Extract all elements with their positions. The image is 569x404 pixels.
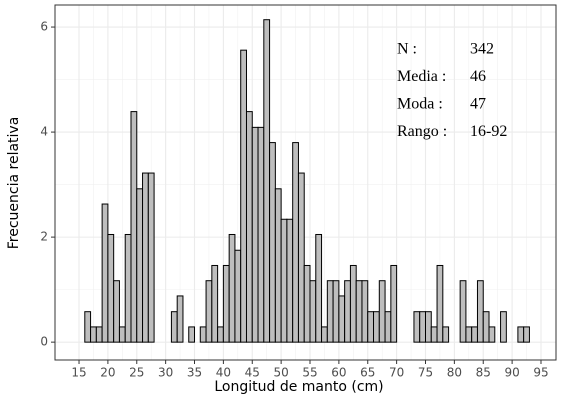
- annotation-label: N :: [397, 41, 417, 58]
- annotation-value: 342: [470, 41, 494, 58]
- bar: [373, 311, 380, 343]
- y-tick-label: 4: [40, 125, 48, 139]
- x-tick-label: 20: [100, 366, 115, 380]
- bar: [205, 280, 213, 343]
- y-tick-label: 0: [40, 335, 48, 349]
- bar: [199, 326, 207, 343]
- x-tick-label: 85: [476, 366, 491, 380]
- bar: [280, 218, 288, 343]
- bar: [326, 280, 334, 343]
- bar: [384, 311, 392, 343]
- x-tick-label: 90: [504, 366, 519, 380]
- bar: [274, 188, 282, 343]
- bar: [124, 233, 132, 343]
- bar: [517, 326, 525, 343]
- bar: [297, 172, 305, 343]
- x-tick-label: 55: [302, 366, 317, 380]
- x-tick-label: 15: [71, 366, 86, 380]
- bar: [234, 249, 242, 343]
- annotation-value: 47: [470, 96, 486, 113]
- bar: [228, 233, 236, 343]
- x-tick-label: 40: [216, 366, 231, 380]
- bar: [101, 203, 109, 343]
- bar: [378, 280, 386, 343]
- bar: [361, 280, 369, 343]
- bar: [303, 264, 311, 343]
- bar: [476, 280, 484, 343]
- bar: [500, 311, 507, 343]
- bar: [95, 326, 103, 343]
- bar: [482, 311, 490, 343]
- bar: [442, 326, 450, 343]
- annotation-value: 46: [470, 68, 486, 85]
- x-tick-label: 95: [533, 366, 548, 380]
- bar: [136, 188, 144, 343]
- bar: [523, 326, 530, 343]
- bar: [240, 49, 247, 343]
- bar: [390, 264, 398, 343]
- bar: [309, 280, 317, 343]
- bar: [269, 142, 276, 343]
- bar: [286, 218, 294, 343]
- annotation-label: Rango :: [397, 123, 447, 140]
- bar: [436, 264, 444, 343]
- panel-border: [54, 4, 557, 361]
- y-tick-label: 2: [40, 230, 48, 244]
- bar: [321, 326, 328, 343]
- bar: [176, 295, 184, 343]
- bar: [107, 233, 115, 343]
- x-tick-label: 45: [245, 366, 260, 380]
- bar: [344, 280, 351, 343]
- x-axis-label: Longitud de manto (cm): [214, 379, 383, 395]
- bar: [118, 326, 126, 343]
- bar: [142, 172, 149, 343]
- bar: [349, 264, 357, 343]
- bar: [217, 326, 224, 343]
- bar: [419, 311, 426, 343]
- x-tick-label: 25: [129, 366, 144, 380]
- annotation-label: Media :: [397, 68, 446, 85]
- bar: [413, 311, 421, 343]
- bar: [113, 280, 120, 343]
- bar: [430, 326, 438, 343]
- x-tick-label: 70: [389, 366, 404, 380]
- bar: [471, 326, 478, 343]
- bar: [251, 126, 259, 343]
- bar: [315, 233, 323, 343]
- bar: [90, 326, 97, 343]
- bar: [188, 326, 196, 343]
- bar: [424, 311, 432, 343]
- x-tick-label: 50: [273, 366, 288, 380]
- x-tick-label: 75: [418, 366, 433, 380]
- y-tick-label: 6: [40, 20, 48, 34]
- bar: [292, 142, 299, 343]
- x-tick-label: 60: [331, 366, 346, 380]
- bar: [332, 280, 340, 343]
- x-tick-label: 30: [158, 366, 173, 380]
- bar: [130, 111, 138, 343]
- annotation-value: 16-92: [470, 123, 507, 140]
- bar: [263, 19, 271, 343]
- bar: [367, 311, 375, 343]
- x-tick-label: 80: [447, 366, 462, 380]
- annotation-label: Moda :: [397, 96, 443, 113]
- bar: [147, 172, 155, 343]
- bar: [84, 311, 92, 343]
- bar: [355, 280, 363, 343]
- bar: [465, 326, 473, 343]
- bar: [257, 126, 265, 343]
- bar: [338, 295, 346, 343]
- x-tick-label: 35: [187, 366, 202, 380]
- bar: [488, 326, 496, 343]
- x-tick-label: 65: [360, 366, 375, 380]
- bar: [170, 311, 178, 343]
- y-axis-label: Frecuencia relativa: [6, 117, 22, 250]
- bar: [245, 111, 253, 343]
- bar: [222, 264, 230, 343]
- bar: [459, 280, 467, 343]
- bar: [211, 264, 219, 343]
